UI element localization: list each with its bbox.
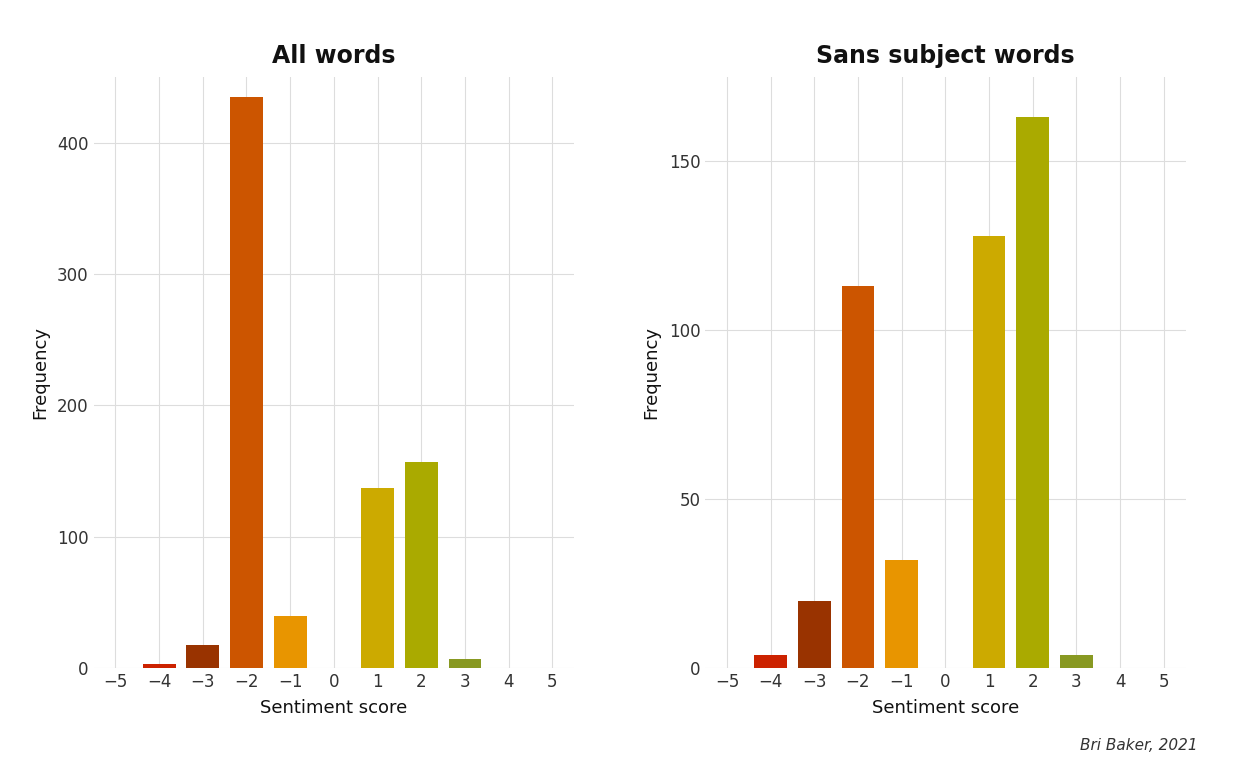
- Bar: [885, 560, 919, 668]
- Bar: [186, 644, 220, 668]
- Bar: [972, 236, 1006, 668]
- Bar: [797, 601, 831, 668]
- Y-axis label: Frequency: Frequency: [643, 326, 660, 419]
- Title: All words: All words: [272, 44, 396, 68]
- Bar: [754, 654, 787, 668]
- Bar: [404, 462, 438, 668]
- Bar: [841, 286, 875, 668]
- Bar: [273, 616, 307, 668]
- Y-axis label: Frequency: Frequency: [31, 326, 49, 419]
- Text: Bri Baker, 2021: Bri Baker, 2021: [1081, 737, 1198, 753]
- Bar: [230, 97, 263, 668]
- Bar: [361, 488, 394, 668]
- X-axis label: Sentiment score: Sentiment score: [872, 700, 1018, 717]
- X-axis label: Sentiment score: Sentiment score: [261, 700, 407, 717]
- Bar: [448, 659, 482, 668]
- Bar: [1060, 654, 1093, 668]
- Bar: [142, 664, 176, 668]
- Bar: [1016, 118, 1050, 668]
- Title: Sans subject words: Sans subject words: [816, 44, 1075, 68]
